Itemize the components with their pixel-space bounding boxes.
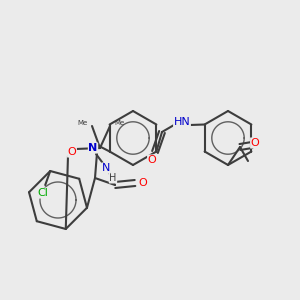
Text: Me: Me: [114, 120, 124, 126]
Text: O: O: [68, 147, 76, 157]
Text: O: O: [250, 138, 260, 148]
Text: N: N: [88, 143, 98, 153]
Text: O: O: [148, 155, 156, 165]
Text: HN: HN: [174, 117, 190, 127]
Text: N: N: [102, 163, 110, 173]
Text: Me: Me: [78, 120, 88, 126]
Text: Cl: Cl: [38, 188, 49, 198]
Text: H: H: [109, 173, 117, 183]
Text: O: O: [139, 178, 147, 188]
